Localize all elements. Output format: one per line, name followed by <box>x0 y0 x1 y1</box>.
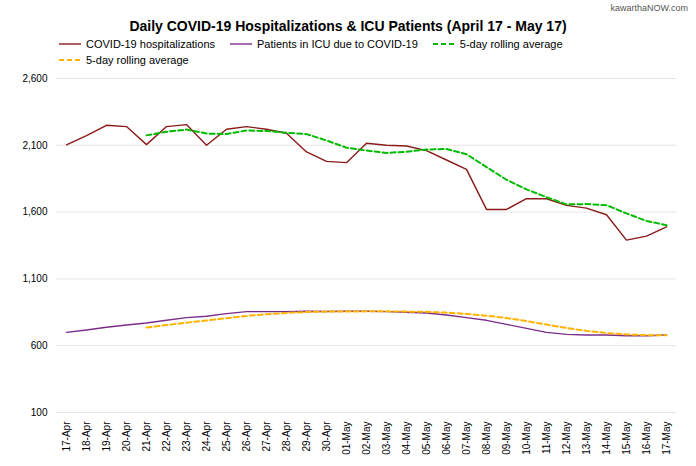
svg-text:27-Apr: 27-Apr <box>261 421 272 452</box>
svg-text:100: 100 <box>31 407 48 418</box>
html-text:5-day rolling average: 5-day rolling average <box>86 54 189 66</box>
svg-text:15-May: 15-May <box>621 422 632 455</box>
svg-text:17-May: 17-May <box>661 422 672 455</box>
svg-text:18-Apr: 18-Apr <box>81 421 92 452</box>
svg-text:06-May: 06-May <box>441 422 452 455</box>
svg-text:03-May: 03-May <box>381 422 392 455</box>
svg-text:21-Apr: 21-Apr <box>141 421 152 452</box>
svg-text:12-May: 12-May <box>561 422 572 455</box>
svg-text:28-Apr: 28-Apr <box>281 421 292 452</box>
html-text:kawarthaNOW.com: kawarthaNOW.com <box>610 3 688 13</box>
svg-text:14-May: 14-May <box>601 422 612 455</box>
svg-text:29-Apr: 29-Apr <box>301 421 312 452</box>
html-text:Patients in ICU due to COVID-1: Patients in ICU due to COVID-19 <box>257 38 418 50</box>
svg-text:24-Apr: 24-Apr <box>201 421 212 452</box>
svg-text:23-Apr: 23-Apr <box>181 421 192 452</box>
svg-text:09-May: 09-May <box>501 422 512 455</box>
svg-text:2,600: 2,600 <box>22 73 47 84</box>
svg-text:30-Apr: 30-Apr <box>321 421 332 452</box>
svg-text:600: 600 <box>31 340 48 351</box>
svg-text:08-May: 08-May <box>481 422 492 455</box>
svg-text:07-May: 07-May <box>461 422 472 455</box>
svg-text:02-May: 02-May <box>361 422 372 455</box>
svg-text:05-May: 05-May <box>421 422 432 455</box>
svg-text:26-Apr: 26-Apr <box>241 421 252 452</box>
html-text:Daily COVID-19 Hospitalization: Daily COVID-19 Hospitalizations & ICU Pa… <box>129 18 567 34</box>
svg-text:19-Apr: 19-Apr <box>101 421 112 452</box>
svg-text:11-May: 11-May <box>541 422 552 455</box>
svg-text:17-Apr: 17-Apr <box>61 421 72 452</box>
svg-text:13-May: 13-May <box>581 422 592 455</box>
svg-text:25-Apr: 25-Apr <box>221 421 232 452</box>
html-text:COVID-19 hospitalizations: COVID-19 hospitalizations <box>86 38 215 50</box>
html-text:5-day rolling average: 5-day rolling average <box>459 38 563 50</box>
svg-text:2,100: 2,100 <box>22 140 47 151</box>
svg-text:04-May: 04-May <box>401 422 412 455</box>
svg-text:10-May: 10-May <box>521 422 532 455</box>
svg-text:1,600: 1,600 <box>22 206 47 217</box>
svg-text:1,100: 1,100 <box>22 273 47 284</box>
svg-text:01-May: 01-May <box>341 422 352 455</box>
svg-text:16-May: 16-May <box>641 422 652 455</box>
svg-text:20-Apr: 20-Apr <box>121 421 132 452</box>
svg-text:22-Apr: 22-Apr <box>161 421 172 452</box>
